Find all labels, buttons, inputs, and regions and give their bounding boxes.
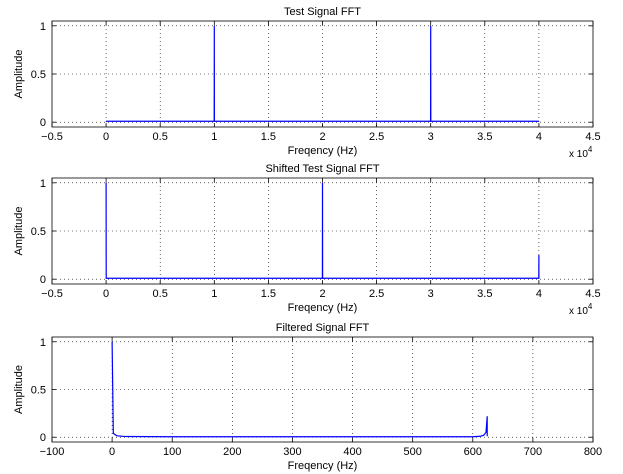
x-tick-label: 2 <box>319 131 325 143</box>
chart-panels: −0.5 0 0.5 1 1.5 2 2.5 3 3.5 4 4.5 0 0.5 1 Test Signal… <box>13 6 602 472</box>
x-tick-label: 3.5 <box>477 131 492 143</box>
subplot-3: −100 0 100 200 300 400 500 600 700 800 0 0.5 1 Filter… <box>13 322 602 472</box>
x-tick-label: 4.5 <box>585 131 600 143</box>
x-axis-multiplier: x 104 <box>569 145 593 160</box>
y-tick-label: 0.5 <box>31 226 46 238</box>
y-tick-label: 1 <box>40 178 46 190</box>
x-tick-label: 2.5 <box>369 288 384 300</box>
x-axis-multiplier: x 104 <box>569 302 593 317</box>
series-line <box>105 182 540 279</box>
x-tick-label: 3 <box>428 288 434 300</box>
x-tick-label: 400 <box>343 446 361 458</box>
y-tick-label: 1 <box>40 337 46 349</box>
x-tick-label: 3.5 <box>477 288 492 300</box>
x-tick-label: 1.5 <box>261 288 276 300</box>
subplot-1: −0.5 0 0.5 1 1.5 2 2.5 3 3.5 4 4.5 0 0.5 1 Test Signal… <box>13 6 601 160</box>
x-tick-label: 0 <box>103 288 109 300</box>
x-tick-label: 0.5 <box>153 288 168 300</box>
x-tick-label: −0.5 <box>41 131 63 143</box>
x-tick-label: 0.5 <box>153 131 168 143</box>
chart-title: Shifted Test Signal FFT <box>265 163 379 175</box>
y-axis-label: Amplitude <box>13 50 25 99</box>
x-tick-label: 2 <box>319 288 325 300</box>
x-tick-label: 100 <box>163 446 181 458</box>
x-tick-label: 1 <box>211 288 217 300</box>
x-tick-label: 500 <box>403 446 421 458</box>
chart-title: Filtered Signal FFT <box>276 322 370 334</box>
x-tick-label: 600 <box>464 446 482 458</box>
x-axis-label: Freqency (Hz) <box>288 145 358 157</box>
x-tick-label: 4.5 <box>585 288 600 300</box>
x-tick-label: 4 <box>536 131 542 143</box>
y-tick-label: 0 <box>40 274 46 286</box>
y-tick-label: 0 <box>40 432 46 444</box>
x-tick-label: −0.5 <box>41 288 63 300</box>
x-tick-label: 700 <box>524 446 542 458</box>
x-tick-label: 1.5 <box>261 131 276 143</box>
y-tick-label: 0.5 <box>31 385 46 397</box>
x-axis-label: Freqency (Hz) <box>288 460 358 472</box>
y-tick-label: 0.5 <box>31 69 46 81</box>
x-axis-label: Freqency (Hz) <box>288 302 358 314</box>
x-tick-label: 300 <box>283 446 301 458</box>
y-tick-label: 1 <box>40 21 46 33</box>
x-tick-label: 0 <box>109 446 115 458</box>
subplot-2: −0.5 0 0.5 1 1.5 2 2.5 3 3.5 4 4.5 0 0.5 1 Shifted Tes… <box>13 163 601 317</box>
x-tick-label: 800 <box>584 446 602 458</box>
x-tick-label: 200 <box>223 446 241 458</box>
x-tick-label: 2.5 <box>369 131 384 143</box>
series-line <box>111 341 488 438</box>
chart-title: Test Signal FFT <box>284 6 361 18</box>
x-tick-label: −100 <box>40 446 65 458</box>
x-tick-label: 0 <box>103 131 109 143</box>
y-tick-label: 0 <box>40 117 46 129</box>
plot-area <box>52 337 593 442</box>
x-tick-label: 1 <box>211 131 217 143</box>
x-tick-label: 3 <box>428 131 434 143</box>
series-line <box>106 25 539 122</box>
y-axis-label: Amplitude <box>13 365 25 414</box>
x-tick-label: 4 <box>536 288 542 300</box>
y-axis-label: Amplitude <box>13 207 25 256</box>
